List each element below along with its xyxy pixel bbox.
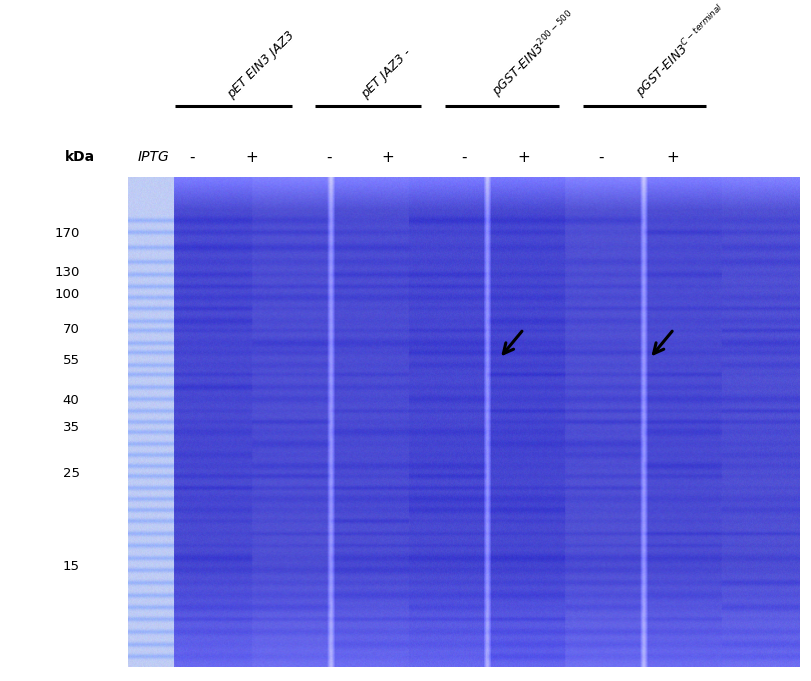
Text: pGST-EIN3$^{200-500}$: pGST-EIN3$^{200-500}$ <box>487 7 581 101</box>
Text: 25: 25 <box>62 467 79 480</box>
Text: +: + <box>245 150 258 165</box>
Text: pET EIN3 JAZ3: pET EIN3 JAZ3 <box>225 29 297 101</box>
Text: 15: 15 <box>62 560 79 573</box>
Text: +: + <box>381 150 394 165</box>
Text: pET JAZ3 -: pET JAZ3 - <box>358 46 413 101</box>
Text: 130: 130 <box>54 266 79 279</box>
Text: -: - <box>326 150 331 165</box>
Text: -: - <box>461 150 466 165</box>
Text: +: + <box>517 150 530 165</box>
Text: 100: 100 <box>54 288 79 301</box>
Text: kDa: kDa <box>64 151 95 164</box>
Text: 55: 55 <box>62 354 79 368</box>
Text: 35: 35 <box>62 421 79 434</box>
Text: IPTG: IPTG <box>138 151 169 164</box>
Text: -: - <box>598 150 603 165</box>
Text: -: - <box>190 150 195 165</box>
Text: 70: 70 <box>62 323 79 336</box>
Text: 40: 40 <box>62 394 79 407</box>
Text: +: + <box>665 150 678 165</box>
Text: 170: 170 <box>54 227 79 240</box>
Text: pGST-EIN3$^{C-terminal}$: pGST-EIN3$^{C-terminal}$ <box>631 1 730 101</box>
